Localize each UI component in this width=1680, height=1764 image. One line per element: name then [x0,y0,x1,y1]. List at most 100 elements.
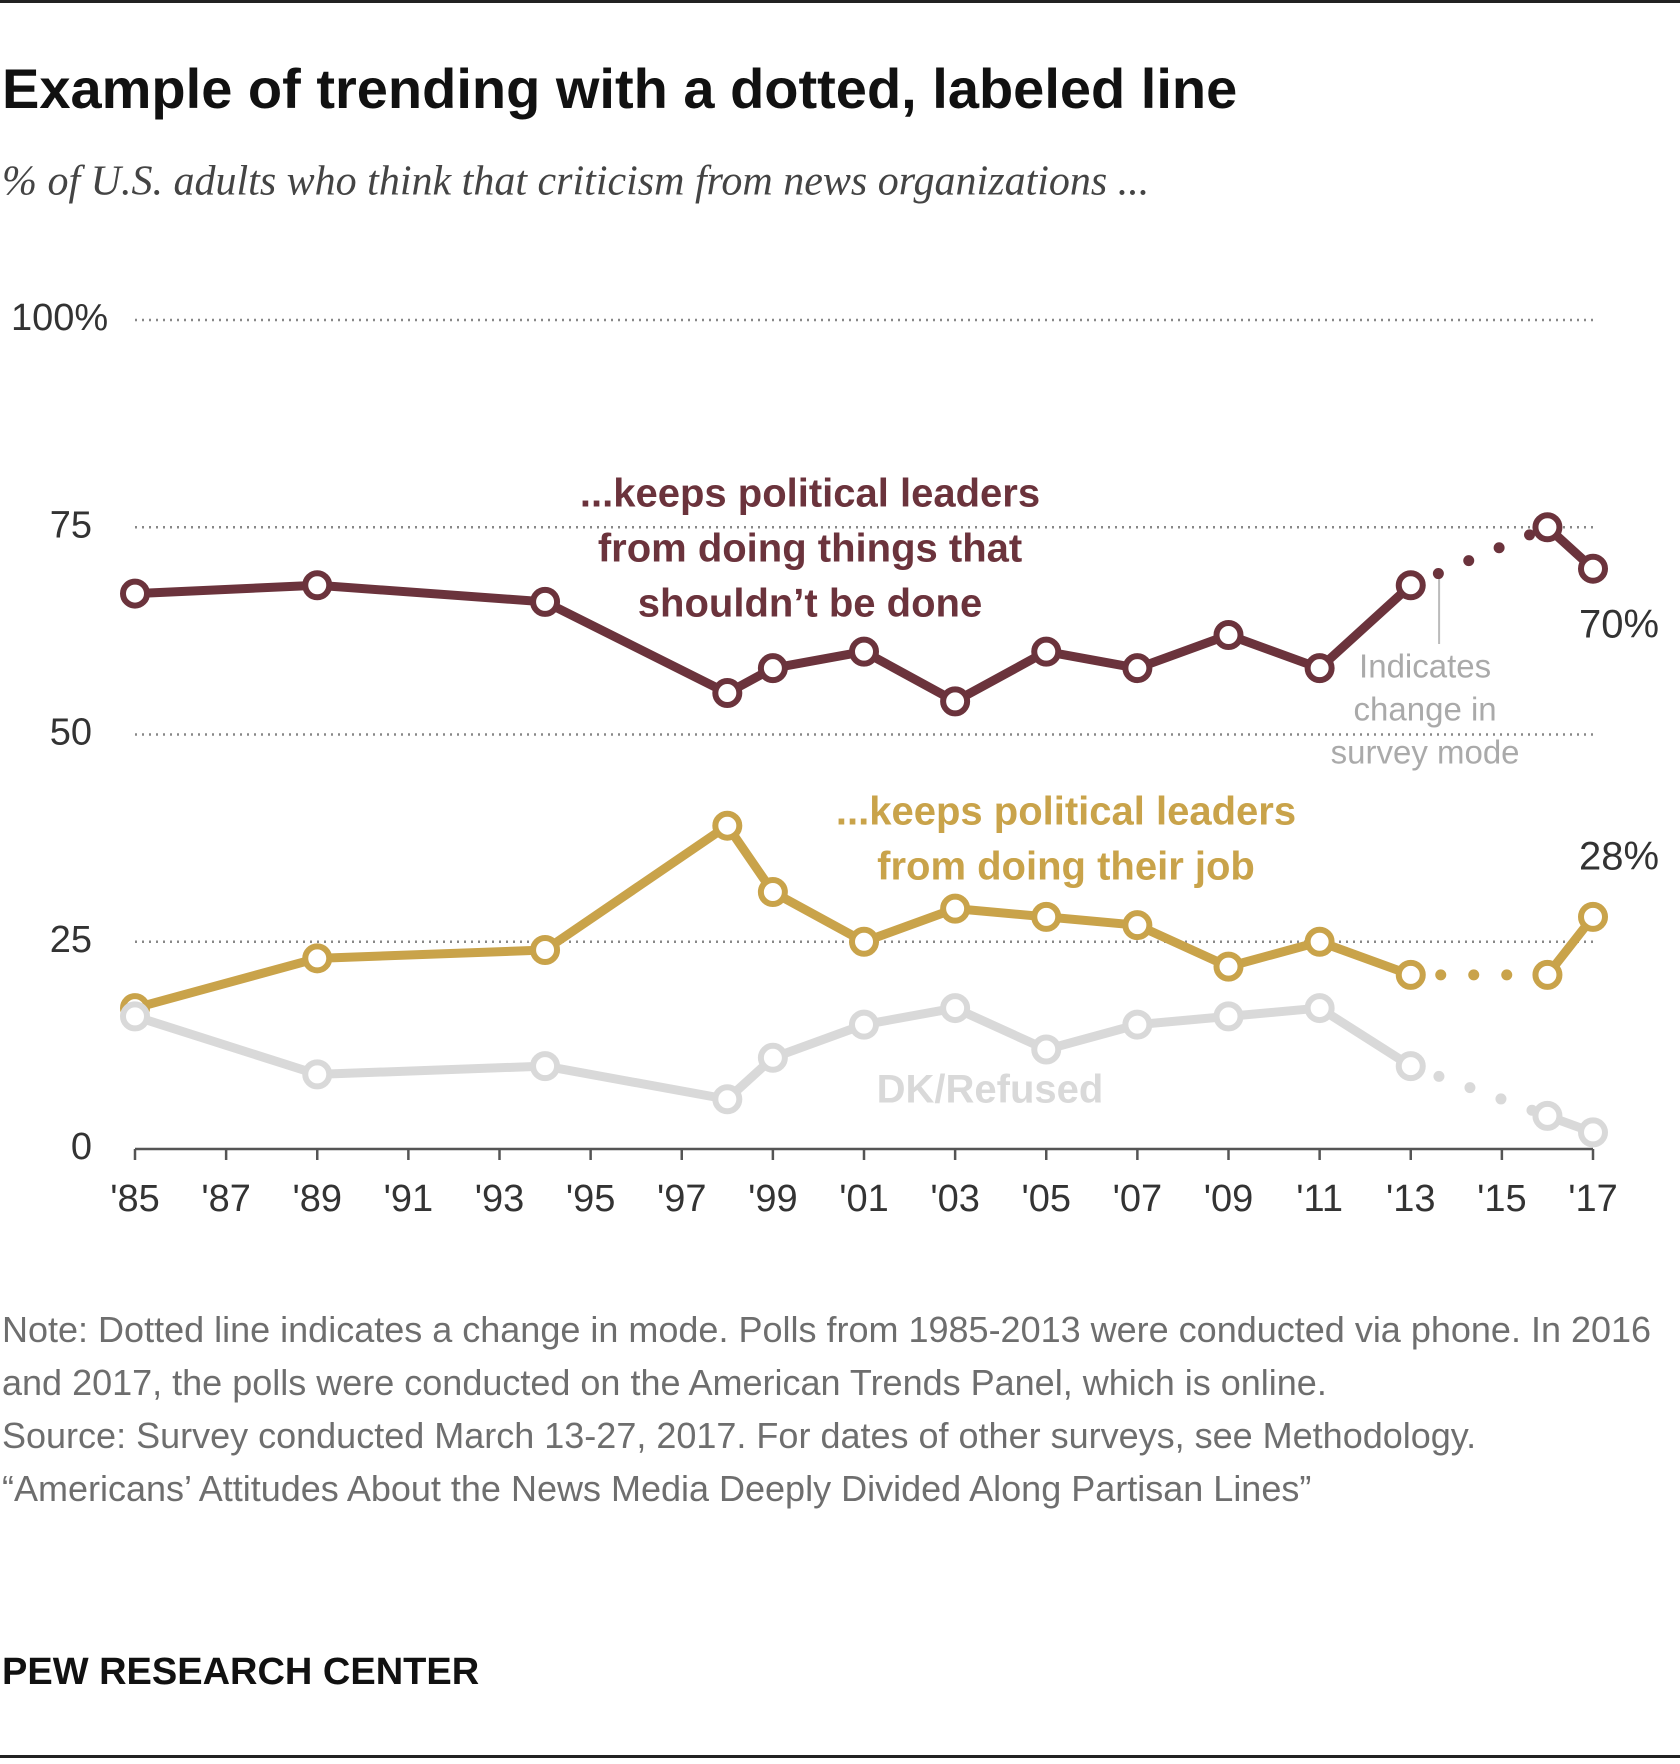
point [1395,1051,1426,1082]
x-tick-label: '17 [1568,1178,1618,1220]
point [1031,901,1062,932]
point [1578,553,1608,584]
point [120,578,150,609]
line-segment [130,580,322,599]
point [712,1084,743,1115]
line-segment [1041,912,1142,930]
x-tick-label: '13 [1386,1178,1436,1220]
x-tick-label: '99 [748,1178,798,1220]
point [530,1051,561,1082]
value-label: 70% [1579,602,1659,646]
point [302,1059,333,1090]
line-segment [540,821,732,955]
point [757,877,788,908]
point [1304,926,1335,957]
y-tick-label: 50 [50,712,92,754]
y-tick-label: 100% [11,297,108,339]
line-segment [540,1061,732,1104]
x-tick-label: '85 [110,1178,160,1220]
point [1031,1034,1062,1065]
notes: Note: Dotted line indicates a change in … [0,1303,1651,1515]
point [1578,901,1608,932]
line-segment [1132,920,1233,972]
value-label: 28% [1579,834,1659,878]
point [1122,653,1153,684]
line-segment-dotted [1405,521,1553,591]
point [1395,959,1426,990]
line-segment [768,1020,869,1063]
point [712,810,743,841]
line-segment [1041,1020,1142,1055]
annotation: Indicates [1359,648,1491,685]
annotation: change in [1354,691,1497,728]
point [940,686,971,717]
point [530,586,561,617]
point [1532,959,1563,990]
point [940,893,971,924]
series-label: shouldn’t be done [638,582,982,626]
point [120,1001,150,1032]
line-segment [768,887,869,947]
x-tick-label: '93 [475,1178,525,1220]
chart: Example of trending with a dotted, label… [2,57,1659,1220]
line-segment [1315,580,1416,673]
point [1395,570,1426,601]
line-segment [1224,937,1325,972]
series-label: ...keeps political leaders [580,472,1040,516]
point [1031,636,1062,667]
line-segment [950,647,1051,706]
point [1578,1117,1608,1148]
point [1304,653,1335,684]
credit: PEW RESEARCH CENTER [2,1651,480,1693]
x-tick-label: '87 [201,1178,251,1220]
y-tick-label: 0 [71,1126,92,1168]
point [1304,993,1335,1024]
line-segment [1132,1011,1233,1030]
point [849,926,879,957]
line-segment [859,647,960,706]
x-tick-label: '05 [1021,1178,1071,1220]
line-segment [950,904,1051,922]
line-segment-dotted [1405,1060,1553,1122]
source: Source: Survey conducted March 13-27, 20… [2,1415,1477,1456]
point [849,1009,879,1040]
point [757,653,788,684]
annotation: survey mode [1331,734,1520,771]
x-tick-label: '91 [384,1178,434,1220]
line-segment [130,953,322,1013]
line-segment [312,580,550,607]
point [849,636,879,667]
point [302,943,333,974]
point [530,935,561,966]
rule [0,1755,1680,1758]
point [1122,910,1153,941]
y-tick-label: 75 [50,504,92,546]
line-segment [1224,1003,1325,1021]
x-tick-label: '07 [1113,1178,1163,1220]
point [1213,1001,1244,1032]
series-label: ...keeps political leaders [836,790,1296,834]
series-label: from doing things that [598,527,1022,571]
point [1532,1100,1563,1131]
line-segment [859,904,960,947]
series-label: DK/Refused [877,1068,1104,1112]
x-tick-label: '11 [1296,1178,1343,1220]
line-segment [1132,630,1233,673]
x-tick-label: '95 [566,1178,616,1220]
x-tick-label: '15 [1477,1178,1527,1220]
x-tick-label: '03 [930,1178,980,1220]
point [1213,620,1244,651]
line-segment [130,1011,322,1079]
chart-subtitle: % of U.S. adults who think that criticis… [2,159,1149,205]
point [1213,951,1244,982]
line-segment [1224,630,1325,673]
point [712,678,743,709]
y-tick-label: 25 [50,919,92,961]
line-segment [1041,647,1142,673]
line-segment [312,1061,550,1079]
line-segment [1315,937,1416,980]
x-tick-label: '97 [657,1178,707,1220]
point [302,570,333,601]
x-tick-label: '01 [839,1178,889,1220]
